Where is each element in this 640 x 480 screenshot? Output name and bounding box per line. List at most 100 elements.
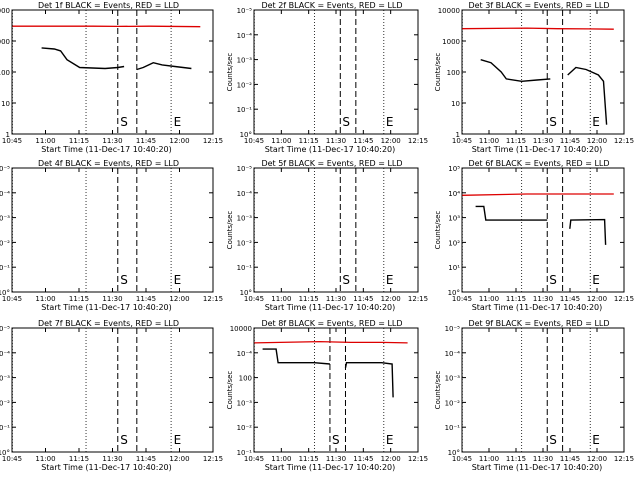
det-8f-xtick-label-1: 11:00 xyxy=(271,455,291,463)
det-7f-xtick-label-2: 11:15 xyxy=(69,455,89,463)
det-1f-series-lld-0 xyxy=(12,25,201,28)
det-8f-xtick-label-4: 11:45 xyxy=(353,455,373,463)
det-2f-marker-e: E xyxy=(386,115,394,129)
det-2f-ytick-label-2: 10⁻² xyxy=(237,81,253,89)
det-2f-ytick-label-3: 10⁻³ xyxy=(237,57,253,65)
det-3f-xtick-label-5: 12:00 xyxy=(587,137,607,145)
det-6f-marker-s: S xyxy=(549,273,557,287)
det-1f-ytick-label-4: 10000 xyxy=(0,7,10,15)
det-5f-ytick-label-2: 10⁻² xyxy=(237,239,253,247)
det-9f-ytick-label-4: 10⁻⁴ xyxy=(445,350,461,358)
det-8f-series-events-1 xyxy=(262,348,330,365)
det-1f-panel: Det 1f BLACK = Events, RED = LLD 10:45 11:… xyxy=(0,1,223,154)
det-5f-xtick-label-4: 11:45 xyxy=(353,295,373,303)
det-3f-title: Det 3f BLACK = Events, RED = LLD xyxy=(468,1,609,10)
det-8f-series-events-2 xyxy=(344,362,394,398)
det-2f-xtick-label-2: 11:15 xyxy=(299,137,319,145)
det-8f-ylabel: Counts/sec xyxy=(226,371,234,410)
det-3f-ytick-label-2: 100 xyxy=(447,69,460,77)
det-8f-ytick-label-4: 10⁻⁴ xyxy=(237,350,253,358)
det-6f-title: Det 6f BLACK = Events, RED = LLD xyxy=(468,159,609,168)
det-5f-ytick-label-5: 10⁻⁵ xyxy=(237,165,253,173)
det-9f-xtick-label-2: 11:15 xyxy=(506,455,526,463)
det-2f-title: Det 2f BLACK = Events, RED = LLD xyxy=(261,1,402,10)
det-3f-series-lld-0 xyxy=(462,27,614,30)
det-7f-xtick-label-6: 12:15 xyxy=(203,455,223,463)
det-4f-panel: Det 4f BLACK = Events, RED = LLD 10:45 11:… xyxy=(0,159,223,312)
det-2f-xtick-label-0: 10:45 xyxy=(244,137,264,145)
det-2f-ytick-label-0: 10° xyxy=(240,131,252,139)
det-6f-xtick-label-3: 11:30 xyxy=(533,295,553,303)
det-2f-ytick-label-4: 10⁻⁴ xyxy=(237,32,253,40)
det-4f-xtick-label-1: 11:00 xyxy=(35,295,55,303)
det-8f-title: Det 8f BLACK = Events, RED = LLD xyxy=(261,319,402,328)
det-5f-xtick-label-6: 12:15 xyxy=(408,295,428,303)
det-3f-series-events-2 xyxy=(567,66,608,125)
det-9f-ylabel: Counts/sec xyxy=(434,371,442,410)
det-7f-ytick-label-3: 10⁻³ xyxy=(0,375,10,383)
det-2f-ytick-label-5: 10⁻⁵ xyxy=(237,7,253,15)
det-9f-ytick-label-3: 10⁻³ xyxy=(445,375,461,383)
det-7f-xtick-label-1: 11:00 xyxy=(35,455,55,463)
det-7f-xtick-label-5: 12:00 xyxy=(169,455,189,463)
det-7f-xtick-label-0: 10:45 xyxy=(2,455,22,463)
det-7f-xtick-label-4: 11:45 xyxy=(136,455,156,463)
det-8f-xtick-label-0: 10:45 xyxy=(244,455,264,463)
det-1f-marker-e: E xyxy=(174,115,182,129)
det-1f-ytick-label-3: 1000 xyxy=(0,38,10,46)
det-5f-xtick-label-5: 12:00 xyxy=(381,295,401,303)
det-2f-ytick-label-1: 10⁻¹ xyxy=(237,106,253,114)
det-9f-xtick-label-3: 11:30 xyxy=(533,455,553,463)
det-9f-panel: Det 9f BLACK = Events, RED = LLD 10:45 11:… xyxy=(434,319,634,472)
det-6f-xlabel: Start Time (11-Dec-17 10:40:20) xyxy=(472,303,603,312)
det-5f-xtick-label-0: 10:45 xyxy=(244,295,264,303)
det-3f-series-events-1 xyxy=(480,59,551,83)
det-2f-panel: Det 2f BLACK = Events, RED = LLD 10:45 11:… xyxy=(226,1,428,154)
det-9f-marker-s: S xyxy=(549,433,557,447)
det-5f-title: Det 5f BLACK = Events, RED = LLD xyxy=(261,159,402,168)
det-3f-marker-e: E xyxy=(592,115,600,129)
det-6f-ytick-label-3: 10³ xyxy=(448,215,460,223)
det-6f-xtick-label-0: 10:45 xyxy=(452,295,472,303)
det-4f-xtick-label-6: 12:15 xyxy=(203,295,223,303)
det-1f-title: Det 1f BLACK = Events, RED = LLD xyxy=(38,1,179,10)
det-5f-xtick-label-1: 11:00 xyxy=(271,295,291,303)
det-3f-xtick-label-2: 11:15 xyxy=(506,137,526,145)
det-3f-ytick-label-0: 1 xyxy=(456,131,460,139)
det-8f-ytick-label-3: 100 xyxy=(239,375,252,383)
det-1f-series-events-1 xyxy=(41,47,125,70)
det-3f-marker-s: S xyxy=(549,115,557,129)
det-4f-marker-s: S xyxy=(120,273,128,287)
det-8f-xtick-label-2: 11:15 xyxy=(299,455,319,463)
det-6f-ytick-label-2: 10² xyxy=(448,239,460,247)
det-1f-xtick-label-0: 10:45 xyxy=(2,137,22,145)
det-1f-xlabel: Start Time (11-Dec-17 10:40:20) xyxy=(41,145,172,154)
det-2f-ylabel: Counts/sec xyxy=(226,53,234,92)
det-3f-ytick-label-3: 1000 xyxy=(442,38,460,46)
det-8f-panel: Det 8f BLACK = Events, RED = LLD 10:45 11:… xyxy=(226,319,428,472)
det-8f-marker-e: E xyxy=(386,433,394,447)
det-3f-xtick-label-4: 11:45 xyxy=(560,137,580,145)
det-8f-ytick-label-2: 10⁻³ xyxy=(237,399,253,407)
det-8f-ytick-label-1: 10⁻² xyxy=(237,424,253,432)
det-3f-xtick-label-1: 11:00 xyxy=(479,137,499,145)
det-8f-xtick-label-5: 12:00 xyxy=(381,455,401,463)
det-9f-ytick-label-0: 10° xyxy=(448,449,460,457)
det-7f-title: Det 7f BLACK = Events, RED = LLD xyxy=(38,319,179,328)
det-4f-ytick-label-0: 10° xyxy=(0,289,10,297)
det-6f-xtick-label-2: 11:15 xyxy=(506,295,526,303)
det-1f-ytick-label-2: 100 xyxy=(0,69,10,77)
det-9f-ytick-label-1: 10⁻¹ xyxy=(445,424,461,432)
det-1f-xtick-label-6: 12:15 xyxy=(203,137,223,145)
det-2f-xtick-label-3: 11:30 xyxy=(326,137,346,145)
det-3f-xlabel: Start Time (11-Dec-17 10:40:20) xyxy=(472,145,603,154)
det-4f-xlabel: Start Time (11-Dec-17 10:40:20) xyxy=(41,303,172,312)
det-5f-ytick-label-3: 10⁻³ xyxy=(237,215,253,223)
det-8f-marker-s: S xyxy=(332,433,340,447)
det-8f-xtick-label-6: 12:15 xyxy=(408,455,428,463)
det-2f-xtick-label-6: 12:15 xyxy=(408,137,428,145)
det-6f-ytick-label-1: 10¹ xyxy=(448,264,460,272)
det-3f-ytick-label-1: 10 xyxy=(451,100,460,108)
